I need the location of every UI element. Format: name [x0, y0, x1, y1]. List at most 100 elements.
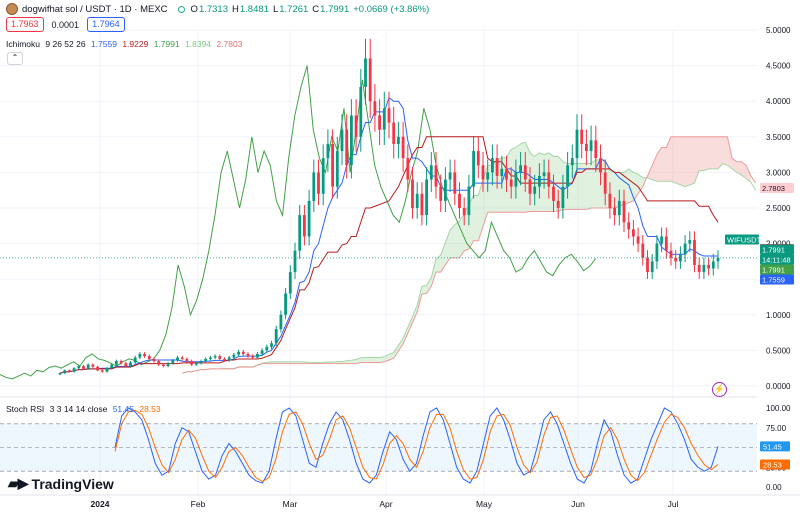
price-axis[interactable]: 5.00004.50004.00003.50003.00002.50002.00… — [766, 26, 791, 391]
candle-body — [129, 362, 132, 367]
cloud-segment — [746, 165, 751, 183]
candle-body — [533, 186, 537, 194]
cloud-segment — [445, 230, 451, 265]
lightning-icon[interactable]: ⚡ — [712, 382, 727, 397]
stoch-d-line — [114, 409, 719, 483]
candle-body — [246, 353, 250, 357]
collapse-legend-button[interactable]: ⌃ — [7, 52, 23, 65]
price-tag-text-tenkan: 1.7559 — [762, 276, 785, 285]
symbol-title[interactable]: dogwifhat sol / USDT · 1D · MEXC — [22, 3, 168, 15]
cloud-segment — [732, 158, 737, 173]
buy-button[interactable]: 1.7964 — [87, 17, 125, 32]
candle-body — [68, 370, 71, 372]
candle-body — [552, 186, 555, 201]
candle-body — [218, 356, 222, 359]
candle-body — [166, 363, 170, 367]
candle-body — [115, 361, 118, 365]
candlestick-series — [58, 38, 720, 376]
cloud-segment — [539, 152, 545, 212]
cloud-segment — [515, 143, 521, 213]
candle-body — [119, 361, 123, 364]
open-value: 1.7313 — [198, 3, 228, 15]
time-axis[interactable]: 2024 Feb Mar Apr May Jun Jul — [91, 499, 679, 509]
y-tick-label: 0.0000 — [766, 382, 791, 391]
candle-body — [86, 364, 90, 369]
cloud-segment — [661, 147, 667, 182]
candle-body — [688, 240, 692, 244]
cloud-segment — [544, 152, 549, 212]
market-status-icon[interactable] — [177, 5, 185, 13]
cloud-segment — [478, 179, 483, 241]
sell-button[interactable]: 1.7963 — [6, 17, 44, 32]
candle-body — [298, 215, 302, 251]
high-label: H — [232, 3, 239, 15]
price-tag-symbol — [725, 234, 759, 245]
stoch-tag-text-k: 51.45 — [763, 442, 782, 451]
candle-body — [434, 165, 438, 187]
tradingview-logo-text: TradingView — [31, 475, 114, 492]
price-tag-text-chikou: 1.7991 — [762, 266, 785, 275]
candle-body — [241, 351, 245, 354]
cloud-segment — [699, 136, 704, 171]
ichimoku-legend[interactable]: Ichimoku 9 26 52 26 1.7559 1.9229 1.7991… — [6, 39, 245, 49]
candle-body — [495, 158, 499, 176]
change-value: +0.0669 (+3.86%) — [353, 3, 430, 15]
candle-body — [505, 168, 508, 180]
candle-body — [594, 140, 598, 159]
cloud-segment — [450, 224, 455, 258]
cloud-segment — [393, 345, 399, 359]
cloud-segment — [506, 149, 512, 213]
candle-body — [397, 136, 400, 144]
stoch-tick-label: 0.00 — [766, 483, 782, 492]
candle-body — [566, 165, 569, 187]
candle-body — [462, 208, 466, 216]
candle-body — [157, 361, 161, 365]
y-tick-label: 4.5000 — [766, 62, 791, 71]
candle-body — [373, 101, 377, 116]
candle-body — [378, 115, 381, 130]
candle-body — [72, 368, 76, 372]
candle-body — [444, 179, 447, 201]
candle-body — [91, 364, 95, 367]
candle-body — [580, 129, 584, 144]
stoch-tick-label: 100.00 — [766, 404, 791, 413]
candle-body — [603, 172, 607, 194]
cloud-segment — [718, 136, 723, 169]
candle-body — [209, 357, 212, 359]
candle-body — [425, 179, 428, 216]
candle-body — [307, 200, 311, 237]
stoch-rsi-pane — [0, 407, 757, 484]
candle-body — [491, 158, 494, 173]
candle-body — [415, 193, 419, 208]
candle-body — [194, 363, 198, 365]
candle-body — [340, 129, 344, 152]
candle-body — [105, 368, 109, 372]
high-value: 1.8481 — [239, 3, 269, 15]
candle-body — [350, 115, 353, 166]
candle-body — [453, 172, 457, 194]
y-tick-label: 4.0000 — [766, 97, 791, 106]
x-tick-label: Apr — [379, 499, 392, 509]
cloud-segment — [656, 147, 662, 182]
x-tick-label: May — [476, 499, 493, 509]
ichimoku-span-a-value: 1.8394 — [185, 39, 212, 49]
candle-body — [368, 58, 372, 102]
ichimoku-params: 9 26 52 26 — [45, 39, 86, 49]
y-tick-label: 2.5000 — [766, 204, 791, 213]
candle-body — [382, 108, 386, 130]
candle-body — [354, 115, 358, 137]
stoch-params: 3 3 14 14 close — [49, 404, 108, 414]
cloud-segment — [586, 163, 592, 210]
candle-body — [63, 370, 67, 374]
cloud-segment — [421, 285, 427, 295]
stoch-rsi-legend[interactable]: Stoch RSI 3 3 14 14 close 51.45 28.53 — [6, 404, 164, 414]
candle-body — [345, 129, 349, 166]
cloud-segment — [675, 136, 681, 185]
candle-body — [232, 354, 236, 358]
stoch-tick-label: 75.00 — [766, 424, 787, 433]
candle-body — [519, 165, 522, 173]
candle-body — [274, 329, 278, 344]
tradingview-logo[interactable]: ▰▶ TradingView — [8, 475, 114, 492]
